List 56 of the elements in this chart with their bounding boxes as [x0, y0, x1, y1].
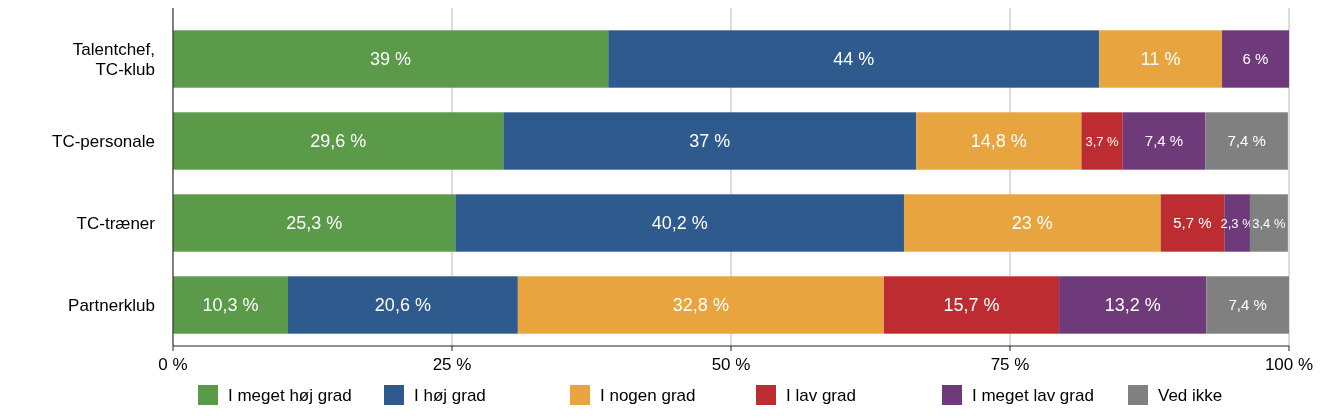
legend-label: I lav grad — [786, 385, 856, 405]
bar — [1099, 30, 1223, 88]
legend-label: I meget lav grad — [972, 385, 1094, 405]
data-label: 7,4 % — [1228, 296, 1267, 314]
data-label: 14,8 % — [970, 131, 1027, 152]
bar — [1206, 276, 1289, 334]
bar — [173, 112, 504, 170]
data-label: 25,3 % — [286, 213, 343, 234]
bar — [287, 276, 518, 334]
data-label: 6 % — [1242, 50, 1269, 68]
bar — [608, 30, 1100, 88]
data-label: 44 % — [833, 49, 875, 70]
data-label: 15,7 % — [943, 295, 1000, 316]
data-label: 3,4 % — [1252, 215, 1286, 231]
bar — [1205, 112, 1288, 170]
bar — [1081, 112, 1123, 170]
x-tick-label: 75 % — [990, 355, 1030, 374]
bar — [883, 276, 1060, 334]
data-label: 32,8 % — [672, 295, 729, 316]
bar — [1059, 276, 1207, 334]
bar — [916, 112, 1082, 170]
bar — [903, 194, 1161, 252]
data-label: 40,2 % — [651, 213, 708, 234]
data-label: 29,6 % — [310, 131, 367, 152]
data-label: 3,7 % — [1085, 133, 1120, 149]
data-label: 37 % — [689, 131, 731, 152]
legend-label: I nogen grad — [600, 385, 696, 405]
bar — [1122, 112, 1206, 170]
y-tick-label: TC-træner — [76, 213, 156, 233]
y-tick-label: Partnerklub — [68, 295, 155, 315]
bar — [517, 276, 884, 334]
data-label: 7,4 % — [1227, 132, 1266, 150]
x-tick-label: 100 % — [1264, 355, 1314, 374]
x-tick-label: 0 % — [158, 355, 188, 374]
legend-label: I høj grad — [414, 385, 486, 405]
data-label: 13,2 % — [1104, 295, 1161, 316]
bar — [503, 112, 917, 170]
x-tick-label: 25 % — [432, 355, 472, 374]
bar — [173, 194, 456, 252]
bar — [173, 30, 609, 88]
data-label: 10,3 % — [202, 295, 259, 316]
data-label: 5,7 % — [1173, 214, 1212, 232]
y-tick-label: TC-personale — [52, 131, 155, 151]
bar — [173, 276, 288, 334]
x-tick-label: 50 % — [711, 355, 751, 374]
legend-label: I meget høj grad — [228, 385, 352, 405]
data-label: 11 % — [1140, 49, 1181, 70]
bar — [1249, 194, 1288, 252]
y-tick-label: Talentchef, TC-klub — [72, 39, 155, 79]
data-label: 7,4 % — [1144, 132, 1184, 150]
data-label: 39 % — [370, 49, 412, 70]
data-label: 20,6 % — [374, 295, 431, 316]
data-label: 23 % — [1011, 213, 1053, 234]
bar — [1222, 30, 1289, 88]
legend-label: Ved ikke — [1158, 385, 1223, 405]
bar — [455, 194, 904, 252]
